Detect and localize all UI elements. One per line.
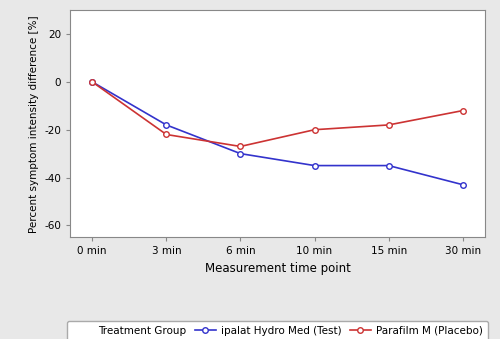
Legend: Treatment Group, ipalat Hydro Med (Test), Parafilm M (Placebo): Treatment Group, ipalat Hydro Med (Test)… — [67, 321, 488, 339]
X-axis label: Measurement time point: Measurement time point — [204, 262, 350, 275]
Y-axis label: Percent symptom intensity difference [%]: Percent symptom intensity difference [%] — [28, 15, 38, 233]
